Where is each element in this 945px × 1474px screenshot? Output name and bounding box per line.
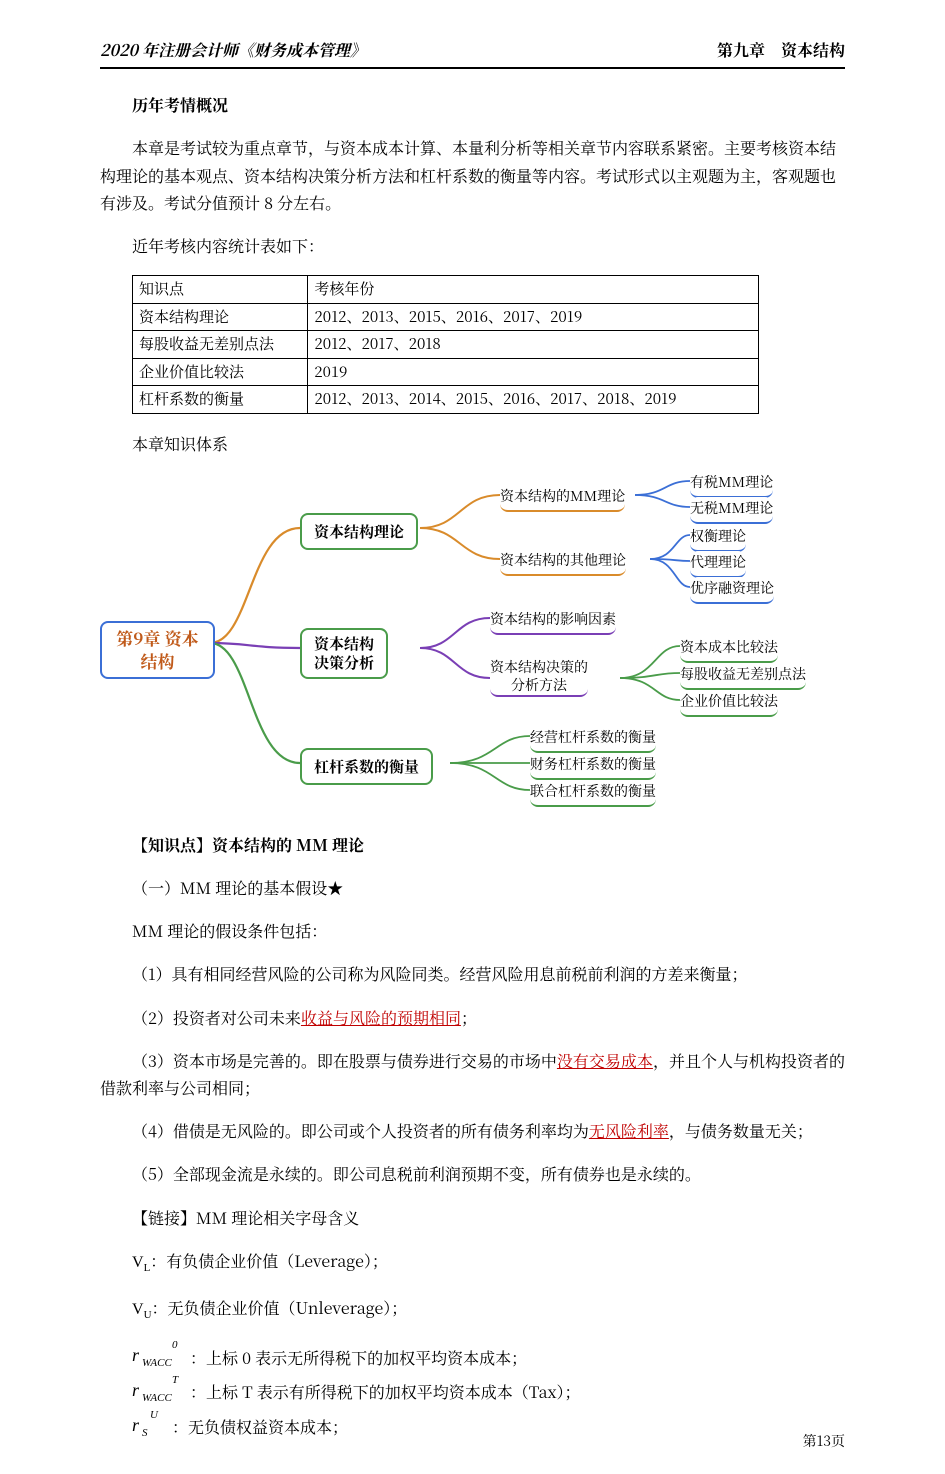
mindmap-leaf: 无税MM理论 — [690, 497, 773, 524]
mindmap-branch: 资本结构决策分析 — [300, 628, 388, 679]
mm-item-5: （5）全部现金流是永续的。即公司息税前利润预期不变，所有债券也是永续的。 — [100, 1160, 845, 1187]
mindmap-leaf: 优序融资理论 — [690, 577, 774, 604]
page-number: 第13页 — [803, 1430, 845, 1454]
table-cell: 2012、2013、2014、2015、2016、2017、2018、2019 — [308, 386, 759, 414]
mm-item-2: （2）投资者对公司未来收益与风险的预期相同； — [100, 1004, 845, 1031]
table-cell: 每股收益无差别点法 — [133, 331, 308, 359]
table-row: 每股收益无差别点法 2012、2017、2018 — [133, 331, 759, 359]
table-row: 杠杆系数的衡量 2012、2013、2014、2015、2016、2017、20… — [133, 386, 759, 414]
page-header: 2020 年注册会计师《财务成本管理》 第九章 资本结构 — [100, 36, 845, 69]
table-cell: 杠杆系数的衡量 — [133, 386, 308, 414]
mindmap-branch: 杠杆系数的衡量 — [300, 748, 433, 786]
mm-section-title: 【知识点】资本结构的 MM 理论 — [100, 831, 845, 858]
mindmap-heading: 本章知识体系 — [100, 430, 845, 457]
mindmap-node: 资本结构决策的分析方法 — [490, 658, 588, 697]
table-cell: 资本结构理论 — [133, 303, 308, 331]
table-row: 企业价值比较法 2019 — [133, 358, 759, 386]
overview-para: 本章是考试较为重点章节，与资本成本计算、本量利分析等相关章节内容联系紧密。主要考… — [100, 134, 845, 216]
link-title: 【链接】MM 理论相关字母含义 — [100, 1204, 845, 1231]
table-row: 知识点 考核年份 — [133, 276, 759, 304]
mm-intro: MM 理论的假设条件包括： — [100, 917, 845, 944]
mindmap-leaf: 财务杠杆系数的衡量 — [530, 753, 656, 780]
mindmap-leaf: 有税MM理论 — [690, 471, 773, 498]
mm-sub1: （一）MM 理论的基本假设★ — [100, 874, 845, 901]
table-intro: 近年考核内容统计表如下： — [100, 232, 845, 259]
table-cell: 2019 — [308, 358, 759, 386]
mindmap-leaf: 经营杠杆系数的衡量 — [530, 726, 656, 753]
table-cell: 企业价值比较法 — [133, 358, 308, 386]
table-header: 知识点 — [133, 276, 308, 304]
def-r-wacc-0: rWACC0 ：上标 0 表示无所得税下的加权平均资本成本； — [132, 1340, 845, 1371]
header-right: 第九章 资本结构 — [717, 36, 845, 63]
mindmap-leaf: 每股收益无差别点法 — [680, 663, 806, 690]
header-left: 2020 年注册会计师《财务成本管理》 — [100, 36, 366, 63]
mindmap-leaf: 企业价值比较法 — [680, 690, 778, 717]
table-header: 考核年份 — [308, 276, 759, 304]
table-cell: 2012、2017、2018 — [308, 331, 759, 359]
mindmap-leaf: 权衡理论 — [690, 525, 746, 552]
mindmap-leaf: 资本成本比较法 — [680, 636, 778, 663]
mindmap-node: 资本结构的MM理论 — [500, 485, 625, 512]
mindmap-diagram: 第9章 资本结构 资本结构理论 资本结构决策分析 杠杆系数的衡量 资本结构的MM… — [100, 473, 845, 813]
def-vl: VL：有负债企业价值（Leverage）； — [100, 1247, 845, 1278]
mindmap-branch: 资本结构理论 — [300, 513, 418, 551]
mindmap-root: 第9章 资本结构 — [100, 621, 215, 679]
mindmap-node: 资本结构的影响因素 — [490, 608, 616, 635]
overview-title: 历年考情概况 — [100, 91, 845, 118]
mindmap-leaf: 代理理论 — [690, 551, 746, 578]
exam-table: 知识点 考核年份 资本结构理论 2012、2013、2015、2016、2017… — [132, 275, 759, 414]
mm-item-3: （3）资本市场是完善的。即在股票与债券进行交易的市场中没有交易成本，并且个人与机… — [100, 1047, 845, 1101]
mm-item-4: （4）借债是无风险的。即公司或个人投资者的所有债务利率均为无风险利率，与债务数量… — [100, 1117, 845, 1144]
table-cell: 2012、2013、2015、2016、2017、2019 — [308, 303, 759, 331]
mindmap-leaf: 联合杠杆系数的衡量 — [530, 780, 656, 807]
def-r-s-u: rSU ：无负债权益资本成本； — [132, 1410, 845, 1441]
table-row: 资本结构理论 2012、2013、2015、2016、2017、2019 — [133, 303, 759, 331]
mindmap-node: 资本结构的其他理论 — [500, 549, 626, 576]
def-r-wacc-t: rWACCT ：上标 T 表示有所得税下的加权平均资本成本（Tax）； — [132, 1375, 845, 1406]
def-vu: VU：无负债企业价值（Unleverage）； — [100, 1294, 845, 1325]
mm-item-1: （1）具有相同经营风险的公司称为风险同类。经营风险用息前税前利润的方差来衡量； — [100, 960, 845, 987]
